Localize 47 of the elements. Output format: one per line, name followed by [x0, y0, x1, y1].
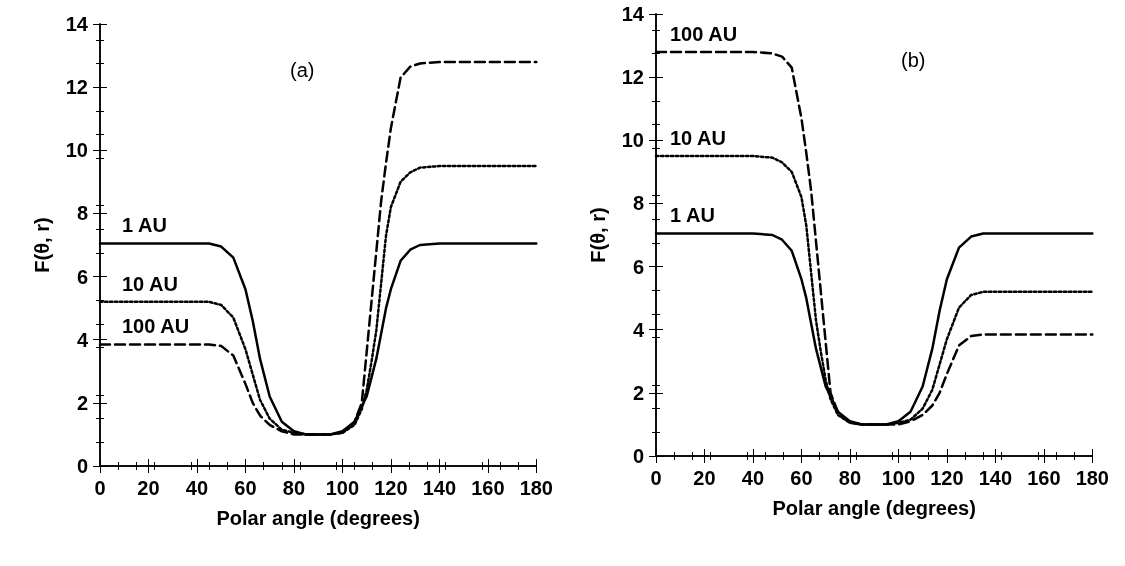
x-tick-label: 160: [471, 477, 505, 499]
x-tick-label: 20: [137, 477, 160, 499]
x-tick-label: 100: [881, 467, 916, 489]
y-axis-title: F(θ, r): [587, 207, 609, 263]
x-tick-label: 60: [234, 477, 257, 499]
y-tick-label: 10: [621, 129, 644, 152]
x-tick-label: 180: [1075, 467, 1109, 489]
y-axis-title: F(θ, r): [31, 217, 53, 273]
y-tick-label: 4: [632, 318, 645, 341]
x-axis-title: Polar angle (degrees): [772, 497, 976, 519]
series-label: 1 AU: [670, 204, 715, 227]
series-label: 10 AU: [122, 272, 178, 295]
series-label: 100 AU: [670, 22, 738, 45]
series-label: 100 AU: [122, 315, 190, 338]
y-tick-label: 6: [632, 255, 644, 278]
x-tick-label: 180: [519, 477, 553, 499]
x-tick-label: 80: [282, 477, 306, 499]
y-tick-label: 12: [65, 76, 88, 99]
x-tick-label: 120: [374, 477, 408, 499]
y-tick-label: 8: [632, 192, 644, 215]
text: (a): [290, 59, 315, 81]
y-tick-label: 6: [76, 265, 88, 288]
series-label: 10 AU: [670, 127, 726, 150]
y-tick-label: 2: [76, 391, 88, 414]
x-tick-label: 0: [94, 477, 106, 499]
y-tick-label: 2: [632, 381, 644, 404]
y-tick-label: 4: [76, 328, 89, 351]
series-label: 1 AU: [122, 214, 167, 237]
y-tick-label: 8: [76, 202, 88, 225]
y-tick-label: 10: [65, 139, 88, 162]
x-tick-label: 40: [741, 467, 765, 489]
x-tick-label: 140: [978, 467, 1013, 489]
x-axis-title: Polar angle (degrees): [216, 507, 420, 529]
x-tick-label: 80: [838, 467, 862, 489]
x-tick-label: 100: [325, 477, 360, 499]
y-tick-label: 14: [621, 3, 645, 25]
x-tick-label: 60: [790, 467, 813, 489]
x-tick-label: 120: [930, 467, 964, 489]
text: (b): [901, 49, 926, 71]
x-tick-label: 140: [422, 477, 457, 499]
x-tick-label: 160: [1027, 467, 1061, 489]
x-tick-label: 0: [650, 467, 662, 489]
x-tick-label: 20: [693, 467, 716, 489]
x-tick-label: 40: [185, 477, 209, 499]
y-tick-label: 12: [621, 66, 644, 89]
y-tick-label: 14: [65, 13, 89, 35]
y-tick-label: 0: [632, 445, 644, 467]
